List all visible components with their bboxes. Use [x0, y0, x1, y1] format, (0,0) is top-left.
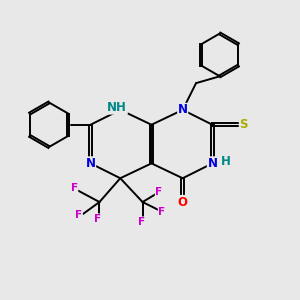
Text: F: F: [75, 210, 82, 220]
Text: O: O: [178, 196, 188, 208]
Text: H: H: [221, 155, 231, 168]
Text: NH: NH: [107, 101, 127, 114]
Text: F: F: [155, 187, 163, 196]
Text: N: N: [178, 103, 188, 116]
Text: S: S: [239, 118, 248, 131]
Text: F: F: [158, 207, 166, 218]
Text: F: F: [94, 214, 101, 224]
Text: N: N: [85, 157, 96, 170]
Text: F: F: [70, 183, 78, 193]
Text: N: N: [207, 157, 218, 170]
Text: F: F: [137, 217, 145, 227]
